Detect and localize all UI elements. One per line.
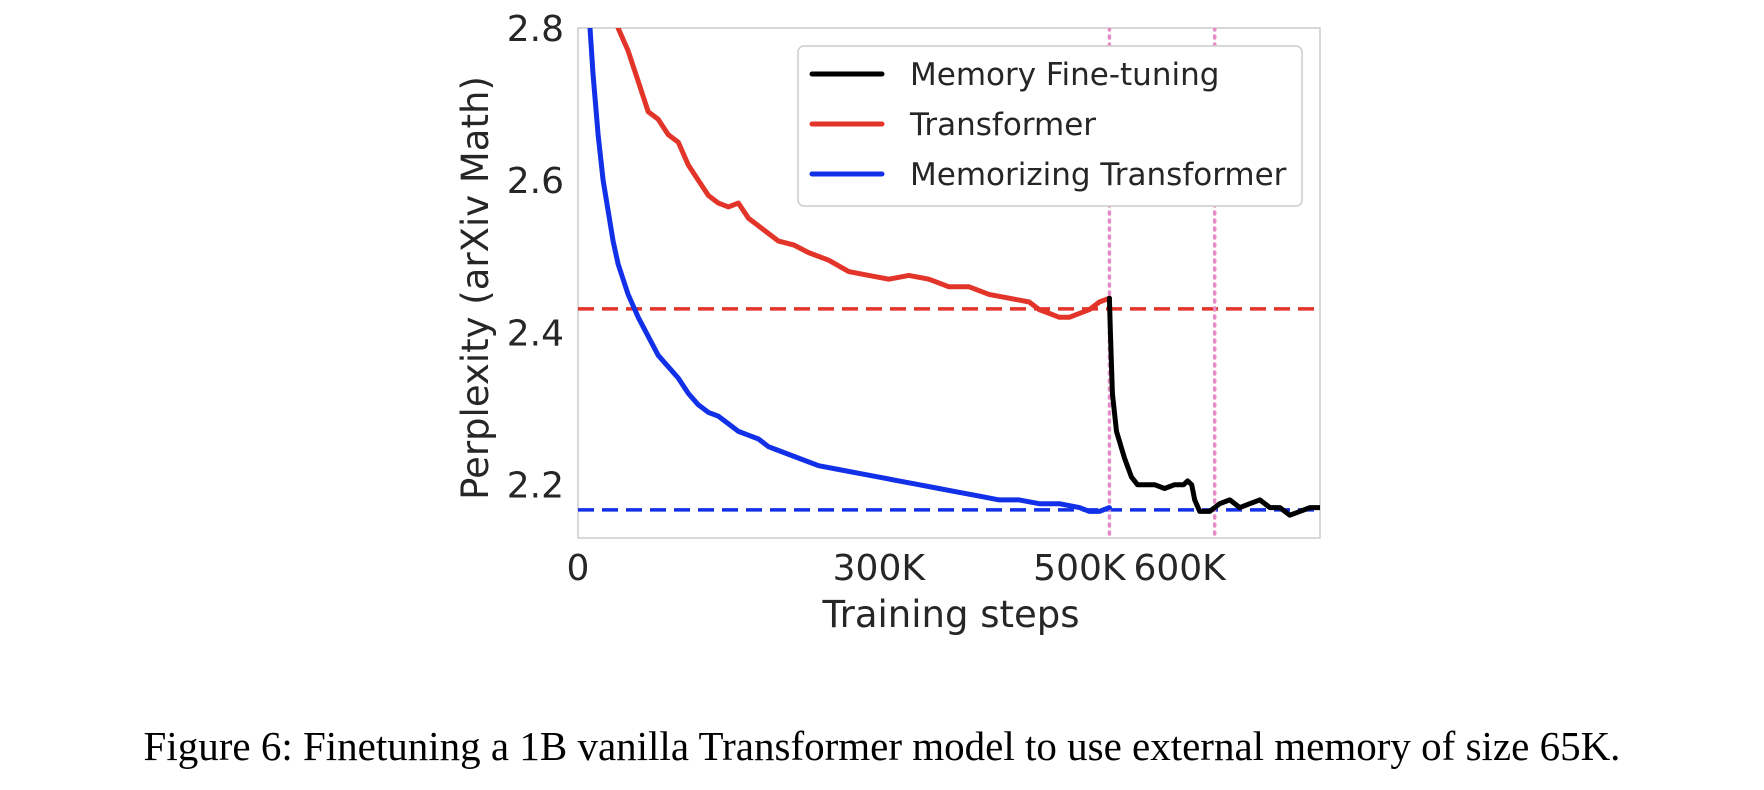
y-tick-label: 2.2 bbox=[507, 466, 564, 507]
reference-lines bbox=[578, 28, 1320, 538]
line-chart: 0 300K 500K 600K 2.2 2.4 2.6 2.8 Training step… bbox=[454, 9, 1321, 636]
y-tick-label: 2.4 bbox=[507, 313, 564, 354]
x-tick-label: 300K bbox=[833, 548, 927, 589]
series-line-memory-finetuning bbox=[1106, 295, 1320, 518]
y-axis-ticks: 2.2 2.4 2.6 2.8 bbox=[507, 9, 564, 507]
y-axis-label: Perplexity (arXiv Math) bbox=[454, 76, 497, 500]
x-tick-label: 600K bbox=[1133, 548, 1227, 589]
series-line-memorizing-transformer bbox=[587, 28, 1112, 514]
y-tick-label: 2.8 bbox=[507, 9, 564, 50]
x-axis-ticks: 0 300K 500K 600K bbox=[567, 548, 1228, 589]
legend-label-memorizing-transformer: Memorizing Transformer bbox=[910, 157, 1287, 193]
y-tick-label: 2.6 bbox=[507, 161, 564, 202]
legend: Memory Fine-tuning Transformer Memorizing … bbox=[797, 45, 1303, 207]
x-axis-label: Training steps bbox=[821, 593, 1079, 636]
legend-label-transformer: Transformer bbox=[909, 107, 1096, 143]
x-tick-label: 0 bbox=[567, 548, 590, 589]
legend-box bbox=[797, 45, 1303, 207]
figure-caption: Figure 6: Finetuning a 1B vanilla Transf… bbox=[143, 723, 1621, 769]
x-tick-label: 500K bbox=[1033, 548, 1127, 589]
series-lines bbox=[587, 28, 1320, 518]
series-line-transformer bbox=[615, 28, 1112, 320]
legend-label-memory-finetuning: Memory Fine-tuning bbox=[910, 57, 1219, 93]
